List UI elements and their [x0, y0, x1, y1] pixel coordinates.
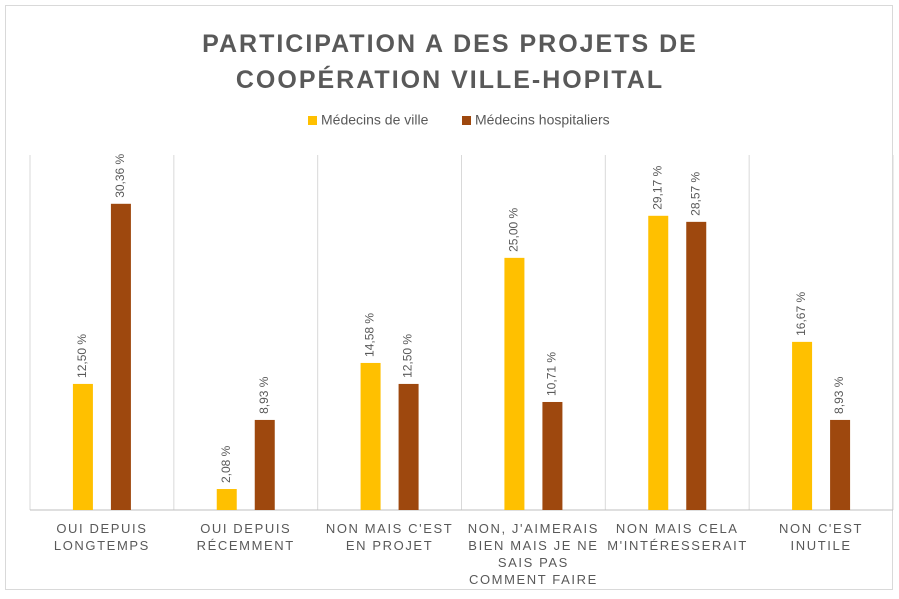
bar: [504, 257, 525, 510]
x-tick-label: NON MAIS C'EST EN PROJET: [325, 521, 454, 553]
bar: [542, 401, 563, 510]
data-label: 28,57 %: [688, 171, 702, 215]
bar: [398, 383, 419, 510]
bar: [254, 419, 275, 510]
x-tick-label: NON, J'AIMERAIS BIEN MAIS JE NE SAIS PAS…: [467, 521, 600, 587]
bar: [72, 383, 93, 510]
chart-title: PARTICIPATION A DES PROJETS DE COOPÉRATI…: [202, 30, 698, 94]
bar: [360, 362, 381, 510]
legend-label: Médecins hospitaliers: [475, 112, 610, 128]
data-label: 30,36 %: [113, 153, 127, 197]
data-label: 16,67 %: [794, 292, 808, 336]
legend-swatch: [462, 116, 471, 125]
data-label: 14,58 %: [363, 313, 377, 357]
data-label: 8,93 %: [257, 376, 271, 414]
x-tick-label: OUI DEPUIS LONGTEMPS: [53, 521, 150, 553]
x-tick-label: OUI DEPUIS RÉCEMMENT: [196, 521, 295, 553]
legend-label: Médecins de ville: [321, 112, 429, 128]
x-tick-label: NON C'EST INUTILE: [779, 521, 864, 553]
legend-swatch: [308, 116, 317, 125]
bar: [830, 419, 851, 510]
data-label: 12,50 %: [75, 334, 89, 378]
bar: [686, 221, 707, 510]
bar: [110, 203, 131, 510]
bar: [216, 489, 237, 510]
x-tick-label: NON MAIS CELA M'INTÉRESSERAIT: [607, 521, 748, 553]
data-label: 10,71 %: [545, 352, 559, 396]
bar: [792, 341, 813, 510]
bar: [648, 215, 669, 510]
data-label: 8,93 %: [832, 376, 846, 414]
data-label: 29,17 %: [650, 165, 664, 209]
data-label: 25,00 %: [507, 207, 521, 251]
data-label: 2,08 %: [219, 445, 233, 483]
data-label: 12,50 %: [401, 334, 415, 378]
